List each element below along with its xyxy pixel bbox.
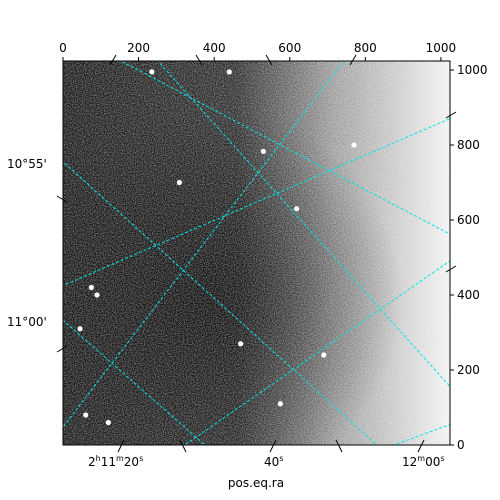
star <box>238 341 244 347</box>
world-tick-mark <box>445 265 457 273</box>
right-tick-label: 200 <box>457 363 480 377</box>
ra-tick-label: 2h11m20s <box>88 454 143 469</box>
star <box>260 148 266 154</box>
world-tick-mark <box>195 54 203 66</box>
top-tick-label: 800 <box>354 41 377 55</box>
grid-line <box>63 61 345 428</box>
grid-line <box>63 118 450 287</box>
image-area <box>63 61 450 445</box>
dec-tick-labels: 10°55' 11°00' <box>7 157 47 329</box>
world-tick-mark <box>269 439 277 453</box>
world-tick-mark <box>117 439 125 453</box>
top-tick-label: 600 <box>278 41 301 55</box>
ra-tick-label: 12m00s <box>402 454 445 469</box>
top-pixel-axis: 0 200 400 600 800 1000 <box>59 41 456 61</box>
star <box>277 401 283 407</box>
top-tick-label: 200 <box>127 41 150 55</box>
plot-frame <box>62 60 451 446</box>
world-tick-mark <box>417 439 425 453</box>
star <box>88 284 94 291</box>
star <box>293 206 300 212</box>
world-tick-marks <box>56 54 457 453</box>
star <box>226 69 232 75</box>
star <box>351 142 357 148</box>
world-tick-mark <box>56 345 68 353</box>
star <box>149 69 155 75</box>
grid-line <box>183 260 450 445</box>
coordinate-grid <box>63 61 450 445</box>
grid-line <box>119 61 450 235</box>
top-tick-label: 0 <box>59 41 67 55</box>
right-tick-label: 1000 <box>457 63 488 77</box>
world-tick-mark <box>265 54 273 66</box>
star <box>83 412 89 418</box>
grid-line <box>157 61 450 388</box>
world-tick-mark <box>349 54 357 66</box>
dec-tick-label: 11°00' <box>7 315 47 329</box>
x-axis-label: pos.eq.ra <box>228 476 284 490</box>
right-pixel-axis: 0 200 400 600 800 1000 <box>450 63 488 452</box>
top-tick-label: 400 <box>203 41 226 55</box>
right-tick-label: 400 <box>457 288 480 302</box>
star <box>176 179 183 186</box>
ra-tick-labels: 2h11m20s 40s 12m00s <box>88 454 445 469</box>
dec-tick-label: 10°55' <box>7 157 47 171</box>
world-tick-mark <box>179 439 187 453</box>
right-tick-label: 600 <box>457 213 480 227</box>
right-tick-label: 0 <box>457 438 465 452</box>
world-tick-mark <box>335 439 343 453</box>
ra-tick-label: 40s <box>264 454 283 469</box>
world-tick-mark <box>56 195 68 203</box>
top-tick-label: 1000 <box>426 41 457 55</box>
star <box>321 352 327 358</box>
world-tick-mark <box>445 111 457 119</box>
star-field <box>77 69 357 426</box>
right-tick-label: 800 <box>457 138 480 152</box>
world-tick-mark <box>109 54 117 66</box>
grid-line <box>63 319 206 445</box>
star <box>94 292 100 298</box>
grid-line <box>63 161 378 445</box>
star <box>77 326 83 332</box>
noise-texture <box>63 61 450 445</box>
star <box>105 419 111 426</box>
